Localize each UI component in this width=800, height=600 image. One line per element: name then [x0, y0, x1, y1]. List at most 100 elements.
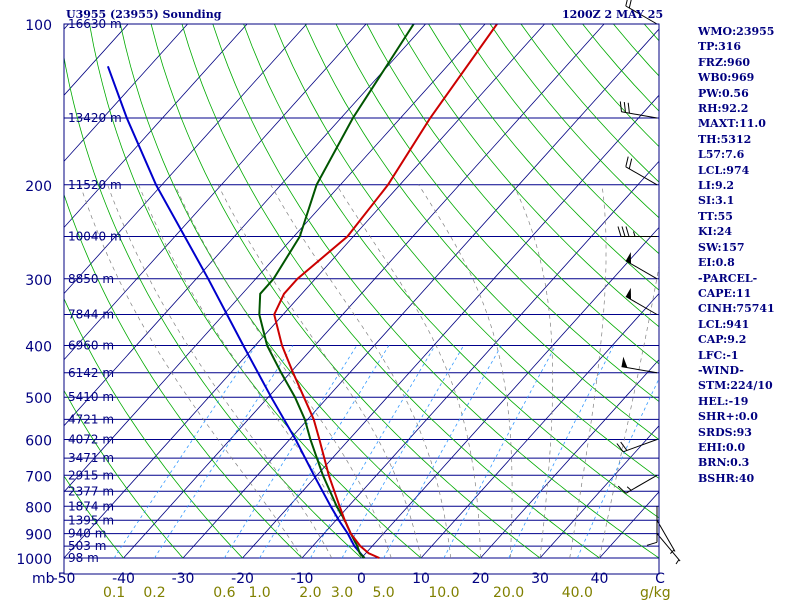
barb-staff	[625, 166, 658, 186]
index-item: BRN:0.3	[698, 456, 750, 470]
pressure-tick-label: 300	[25, 273, 52, 289]
temperature-tick-label: 40	[591, 571, 609, 587]
mixing-ratio-line	[113, 345, 257, 559]
barb-staff	[625, 5, 658, 25]
wind-barb	[625, 252, 658, 280]
wind-barb	[656, 533, 681, 565]
moist-adiabat-line	[107, 184, 333, 559]
index-item: LI:9.2	[698, 179, 735, 193]
dry-adiabat-line	[181, 24, 600, 559]
temperature-tick-label: 0	[357, 571, 366, 587]
mixing-ratio-line	[576, 377, 659, 559]
barb-half	[626, 486, 632, 491]
index-item: STM:224/10	[698, 379, 773, 393]
moist-adiabat-line	[270, 184, 452, 559]
index-item: FRZ:960	[698, 55, 751, 69]
moist-adiabat-line	[79, 184, 303, 559]
dry-adiabat-line	[212, 24, 659, 559]
height-label: 940 m	[68, 527, 106, 541]
barb-full	[619, 101, 622, 112]
barb-full	[617, 226, 622, 237]
index-item: L57:7.6	[698, 148, 745, 162]
height-label: 503 m	[68, 539, 106, 553]
temperature-tick-label: -20	[231, 571, 254, 587]
height-label: 13420 m	[68, 111, 122, 125]
height-label: 4072 m	[68, 433, 114, 447]
mixing-ratio-line	[259, 345, 390, 559]
barb-staff	[656, 533, 681, 562]
dry-adiabat-line	[64, 55, 362, 559]
index-item: -PARCEL-	[698, 271, 758, 285]
index-item: LFC:-1	[698, 348, 739, 362]
pressure-tick-label: 1000	[16, 552, 52, 568]
barb-half	[675, 559, 680, 565]
index-item: EI:0.8	[698, 256, 735, 270]
height-label: 16630 m	[68, 17, 122, 31]
mixing-ratio-label: 3.0	[331, 585, 353, 600]
isotherm-line	[64, 24, 188, 162]
mixing-ratio-label: 1.0	[248, 585, 270, 600]
dry-adiabat-line	[150, 24, 541, 559]
barb-full	[623, 102, 626, 113]
moist-adiabat-line	[217, 184, 422, 559]
dry-adiabat-line	[304, 24, 659, 441]
wind-barb	[619, 101, 658, 119]
temperature-tick-label: -50	[53, 571, 76, 587]
isotherm-line	[64, 24, 426, 427]
moist-adiabat-line	[513, 184, 554, 559]
isotherm-line	[361, 226, 659, 559]
barb-full	[646, 541, 658, 546]
wind-barb	[621, 356, 658, 374]
index-item: WMO:23955	[698, 25, 775, 38]
height-label: 5410 m	[68, 390, 114, 404]
pressure-tick-label: 200	[25, 179, 52, 195]
index-item: CAPE:11	[698, 286, 752, 300]
pressure-tick-label: 800	[25, 500, 52, 516]
dry-adiabat-line	[64, 193, 303, 559]
dry-adiabat-line	[274, 24, 659, 479]
wind-barb	[617, 226, 657, 237]
isotherm-line	[123, 24, 605, 559]
index-item: HEL:-19	[698, 394, 749, 408]
dry-adiabat-line	[397, 24, 659, 328]
barb-staff	[656, 520, 676, 552]
dry-adiabat-line	[243, 24, 659, 519]
barb-staff	[623, 439, 658, 453]
station-title: U3955 (23955) Sounding	[66, 8, 222, 21]
height-label: 1874 m	[68, 499, 114, 513]
temperature-tick-label: -40	[112, 571, 135, 587]
barb-full	[617, 485, 627, 494]
barb-full	[620, 441, 628, 451]
parcel-trace	[106, 65, 366, 559]
height-label: 98 m	[68, 551, 99, 565]
dry-adiabat-line	[366, 24, 659, 365]
height-label: 6960 m	[68, 339, 114, 353]
mixing-ratio-line	[310, 345, 436, 559]
moist-adiabat-line	[599, 264, 659, 559]
barb-full	[625, 226, 630, 237]
mixing-ratio-line	[443, 345, 556, 559]
temperature-trace	[273, 24, 498, 559]
height-label: 3471 m	[68, 451, 114, 465]
pressure-tick-label: 500	[25, 391, 52, 407]
index-item: PW:0.56	[698, 86, 749, 100]
pressure-tick-label: 400	[25, 340, 52, 356]
isotherm-line	[64, 24, 545, 559]
barb-half	[633, 231, 636, 237]
isotherm-line	[64, 24, 248, 229]
index-item: RH:92.2	[698, 102, 749, 116]
index-item: TH:5312	[698, 132, 752, 146]
pressure-tick-label: 700	[25, 469, 52, 485]
wind-barb	[625, 156, 658, 186]
temperature-unit-label: C	[655, 571, 665, 587]
mixing-ratio-line	[224, 345, 358, 559]
mixing-ratio-line	[154, 345, 294, 559]
barb-staff	[621, 111, 658, 119]
barb-flag	[621, 356, 628, 368]
barb-full	[628, 0, 632, 9]
mixing-ratio-line	[508, 345, 614, 559]
mixing-ratio-label: 40.0	[562, 585, 593, 600]
index-item: TT:55	[698, 209, 733, 223]
temperature-tick-label: 10	[412, 571, 430, 587]
